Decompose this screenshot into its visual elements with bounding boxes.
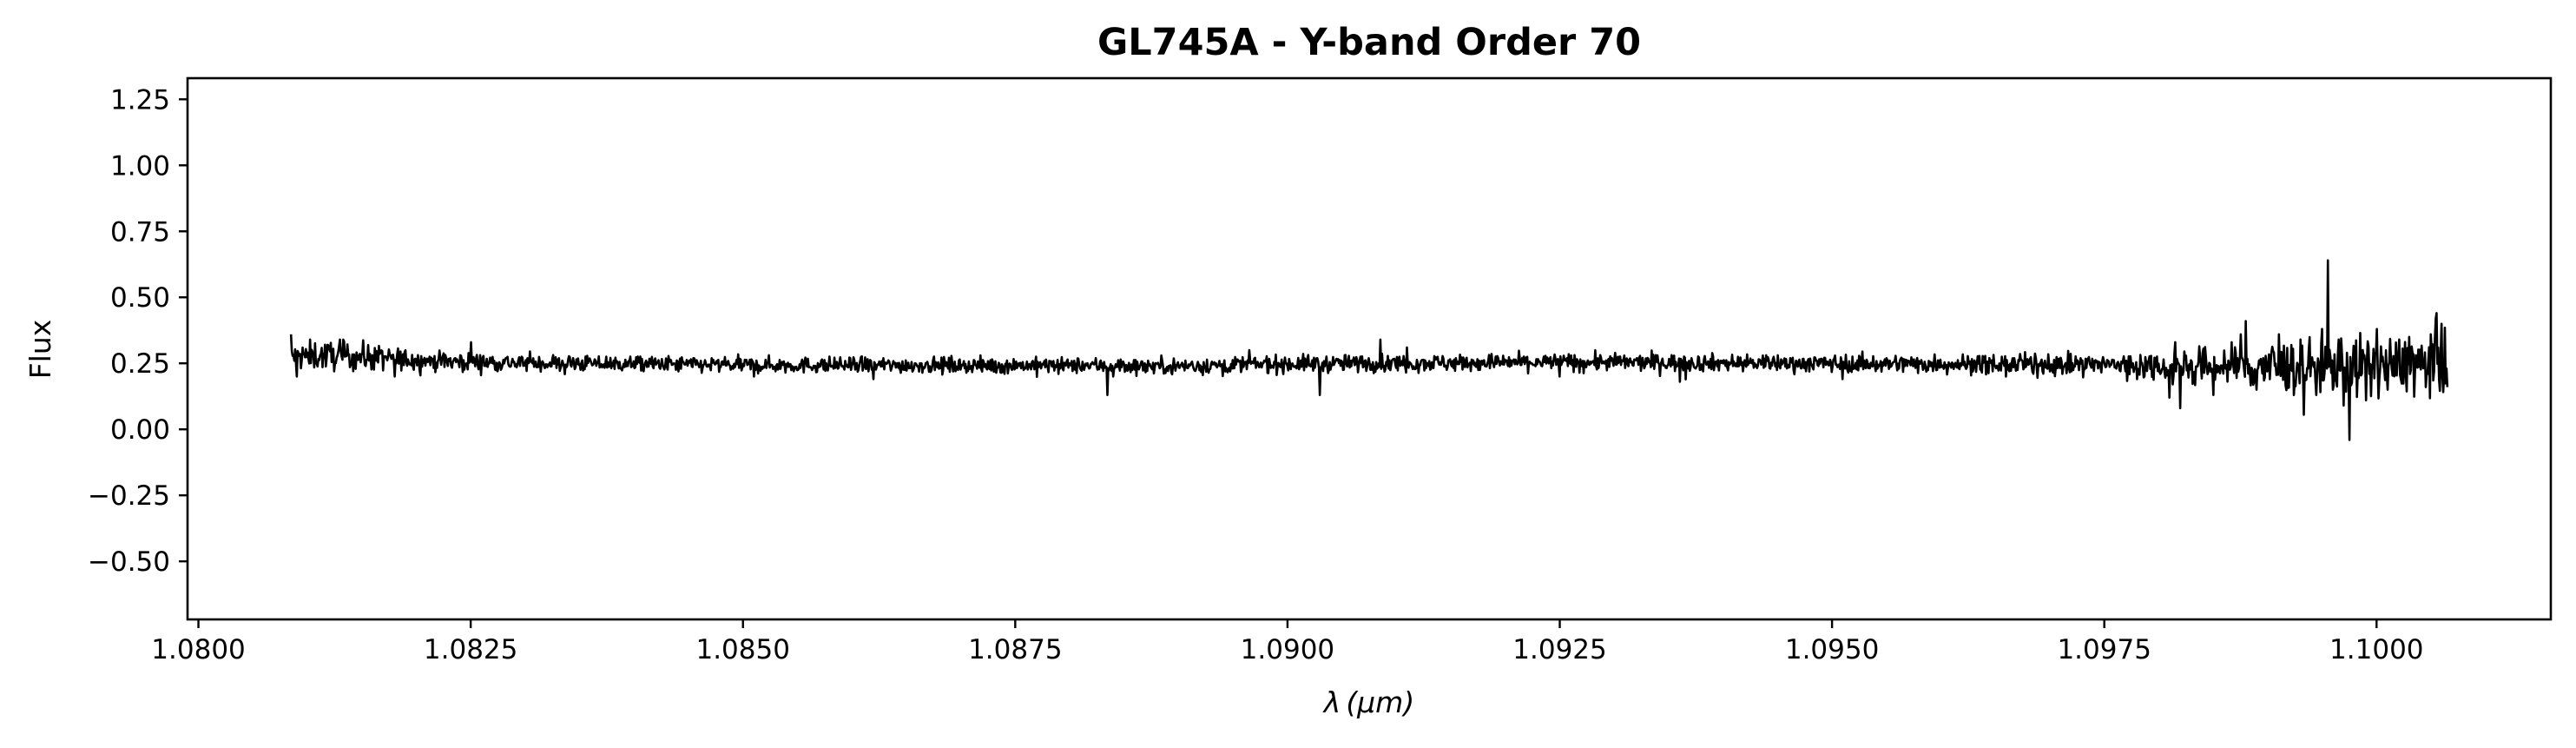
x-tick-label: 1.0850 (695, 634, 789, 665)
x-tick-label: 1.0925 (1512, 634, 1606, 665)
x-tick-label: 1.0875 (968, 634, 1062, 665)
y-axis: −0.50 −0.25 0.00 0.25 0.50 0.75 1.00 1.25 (88, 84, 188, 578)
x-axis-label-symbol: λ (1322, 685, 1341, 719)
x-axis: 1.0800 1.0825 1.0850 1.0875 1.0900 1.0925 1.09… (151, 619, 2424, 665)
spectrum-line (289, 259, 2449, 441)
x-tick-label: 1.0950 (1785, 634, 1879, 665)
y-tick-label: 0.50 (110, 282, 170, 314)
y-tick-label: 0.25 (110, 348, 170, 380)
y-tick-label: 1.00 (110, 150, 170, 182)
x-tick-label: 1.0800 (151, 634, 245, 665)
x-axis-label-unit: (μm) (1346, 685, 1414, 719)
chart-title: GL745A - Y-band Order 70 (1097, 21, 1641, 64)
y-tick-label: 0.75 (110, 216, 170, 248)
y-tick-label: 1.25 (110, 84, 170, 116)
x-tick-label: 1.1000 (2329, 634, 2423, 665)
y-axis-label: Flux (23, 320, 57, 380)
x-axis-label: λ (μm) (1322, 685, 1414, 719)
y-tick-label: −0.50 (88, 546, 170, 578)
y-tick-label: 0.00 (110, 414, 170, 446)
axes-frame (186, 76, 2553, 621)
x-tick-label: 1.0975 (2057, 634, 2151, 665)
x-tick-label: 1.0900 (1241, 634, 1334, 665)
y-tick-label: −0.25 (88, 480, 170, 512)
plot-area (289, 259, 2449, 441)
x-tick-label: 1.0825 (424, 634, 517, 665)
